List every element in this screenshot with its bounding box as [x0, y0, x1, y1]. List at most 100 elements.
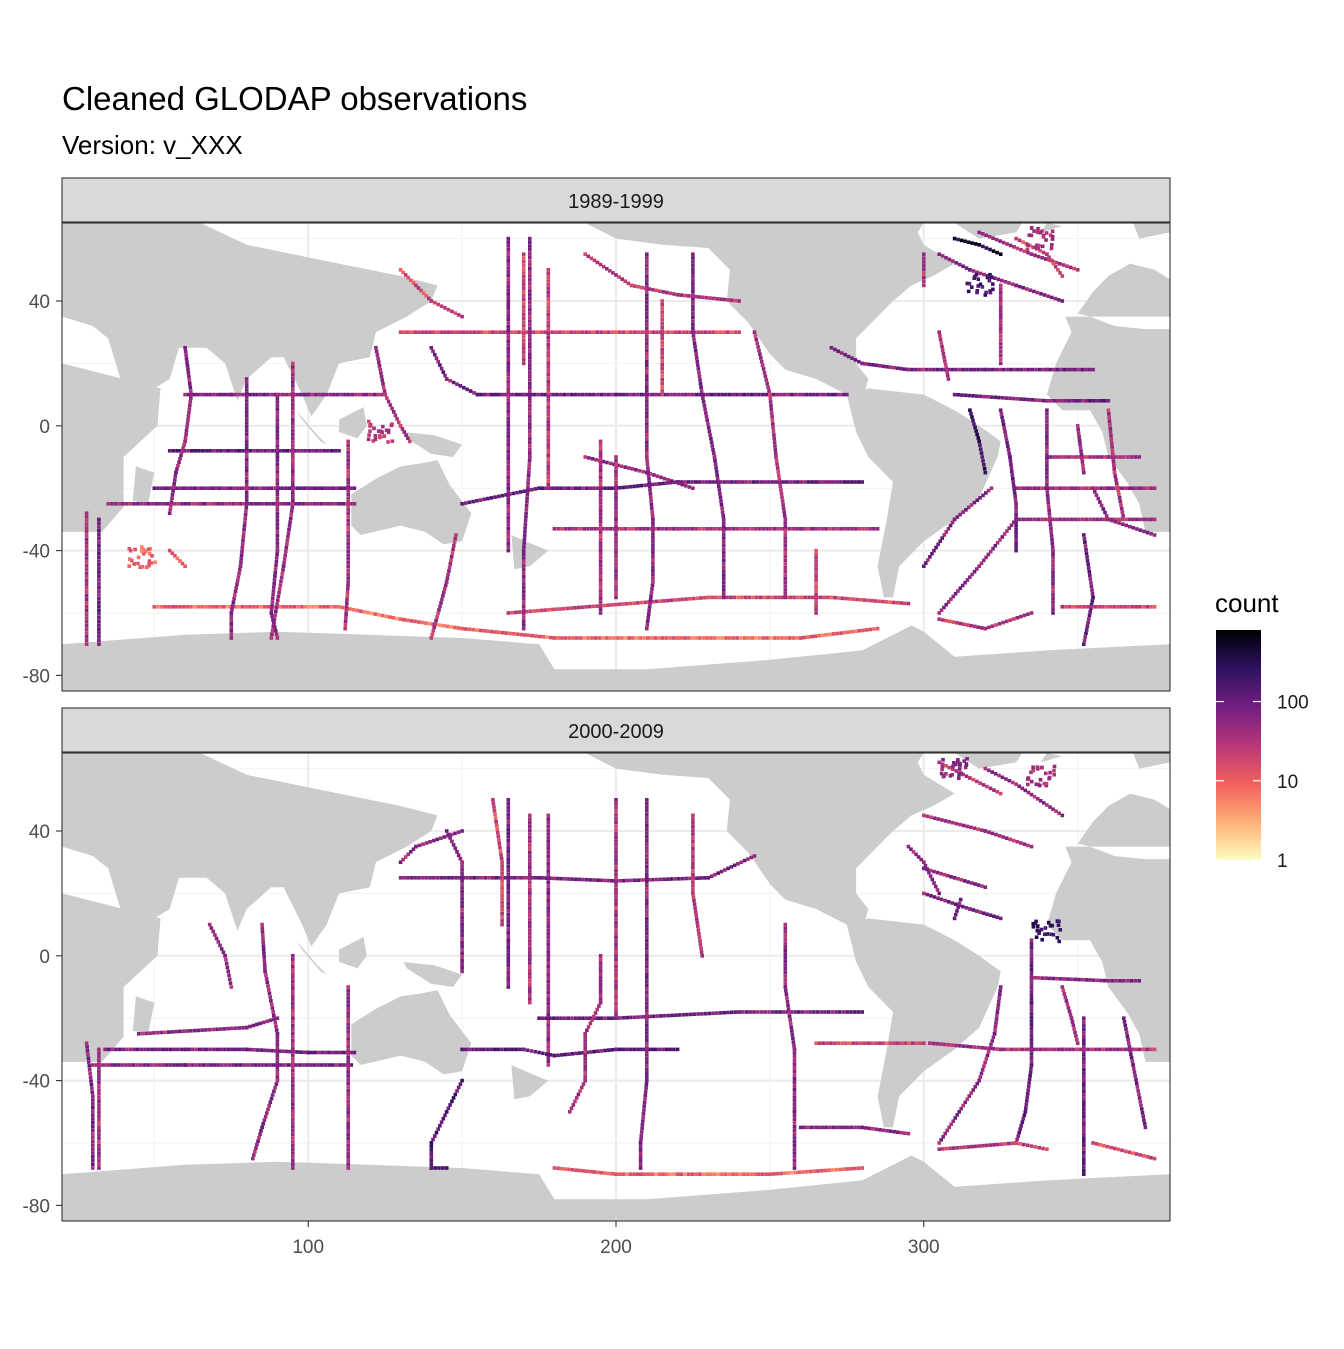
observation-cell: [1103, 399, 1107, 403]
observation-cell: [651, 569, 655, 573]
observation-cell: [285, 542, 289, 546]
observation-cell: [326, 449, 330, 453]
observation-cell: [507, 857, 511, 861]
observation-cell: [625, 485, 629, 489]
observation-cell: [582, 1082, 586, 1086]
observation-cell: [439, 624, 443, 628]
observation-cell: [428, 840, 432, 844]
observation-cell: [97, 1129, 101, 1133]
observation-cell: [787, 1007, 791, 1011]
observation-cell: [1018, 239, 1022, 243]
observation-cell: [270, 1003, 274, 1007]
observation-cell: [611, 1048, 615, 1052]
observation-cell: [998, 989, 1002, 993]
observation-cell: [651, 551, 655, 555]
observation-cell: [645, 1013, 649, 1017]
observation-cell: [717, 481, 721, 485]
observation-cell: [877, 600, 881, 604]
observation-cell: [645, 316, 649, 320]
observation-cell: [876, 527, 880, 531]
observation-cell: [309, 1063, 313, 1067]
observation-cell: [260, 1126, 264, 1130]
observation-cell: [833, 348, 837, 352]
observation-cell: [651, 573, 655, 577]
observation-cell: [644, 1094, 648, 1098]
observation-cell: [346, 1093, 350, 1097]
observation-cell: [730, 865, 734, 869]
observation-cell: [198, 1063, 202, 1067]
observation-cell: [265, 977, 269, 981]
observation-cell: [346, 523, 350, 527]
observation-cell: [528, 422, 532, 426]
observation-cell: [528, 297, 532, 301]
observation-cell: [507, 450, 511, 454]
observation-cell: [469, 330, 473, 334]
observation-cell: [153, 486, 157, 490]
observation-cell: [795, 636, 799, 640]
observation-cell: [180, 450, 184, 454]
observation-cell: [838, 393, 842, 397]
observation-cell: [645, 943, 649, 947]
observation-cell: [603, 330, 607, 334]
observation-cell: [705, 415, 709, 419]
observation-cell: [174, 475, 178, 479]
observation-cell: [272, 589, 276, 593]
observation-cell: [244, 605, 248, 609]
observation-cell: [306, 1051, 310, 1055]
observation-cell: [645, 323, 649, 327]
observation-cell: [1099, 455, 1103, 459]
observation-cell: [665, 1172, 669, 1176]
observation-cell: [507, 402, 511, 406]
observation-cell: [669, 1172, 673, 1176]
observation-cell: [1030, 1016, 1034, 1020]
observation-cell: [507, 505, 511, 509]
observation-cell: [91, 1136, 95, 1140]
observation-cell: [1030, 949, 1034, 953]
observation-cell: [1120, 507, 1124, 511]
observation-cell: [250, 1063, 254, 1067]
observation-cell: [249, 1048, 253, 1052]
observation-cell: [512, 876, 516, 880]
observation-cell: [599, 512, 603, 516]
observation-cell: [494, 393, 498, 397]
observation-cell: [874, 1041, 878, 1045]
observation-cell: [755, 596, 759, 600]
observation-cell: [547, 320, 551, 324]
observation-cell: [585, 486, 589, 490]
observation-cell: [291, 1099, 295, 1103]
observation-cell: [793, 1133, 797, 1137]
observation-cell: [224, 502, 228, 506]
observation-cell: [1124, 524, 1128, 528]
observation-cell: [97, 1163, 101, 1167]
observation-cell: [825, 527, 829, 531]
observation-cell: [951, 821, 955, 825]
observation-cell: [614, 592, 618, 596]
observation-cell: [1006, 444, 1010, 448]
observation-cell: [270, 632, 274, 636]
observation-cell: [645, 282, 649, 286]
observation-cell: [291, 1035, 295, 1039]
observation-cell: [528, 315, 532, 319]
observation-cell: [291, 1140, 295, 1144]
observation-cell: [599, 494, 603, 498]
observation-cell: [248, 605, 252, 609]
observation-cell: [1131, 1060, 1135, 1064]
observation-cell: [528, 855, 532, 859]
observation-cell: [297, 449, 301, 453]
observation-cell: [348, 607, 352, 611]
observation-cell: [284, 550, 288, 554]
observation-cell: [174, 1030, 178, 1034]
observation-cell: [706, 393, 710, 397]
observation-cell: [753, 393, 757, 397]
observation-cell: [1030, 1019, 1034, 1023]
observation-cell: [614, 499, 618, 503]
observation-cell: [734, 299, 738, 303]
observation-cell: [592, 605, 596, 609]
observation-cell: [522, 350, 526, 354]
observation-cell: [459, 384, 463, 388]
observation-cell: [645, 880, 649, 884]
observation-cell: [547, 936, 551, 940]
observation-cell: [583, 1036, 587, 1040]
observation-cell: [276, 1079, 280, 1083]
observation-cell: [720, 507, 724, 511]
